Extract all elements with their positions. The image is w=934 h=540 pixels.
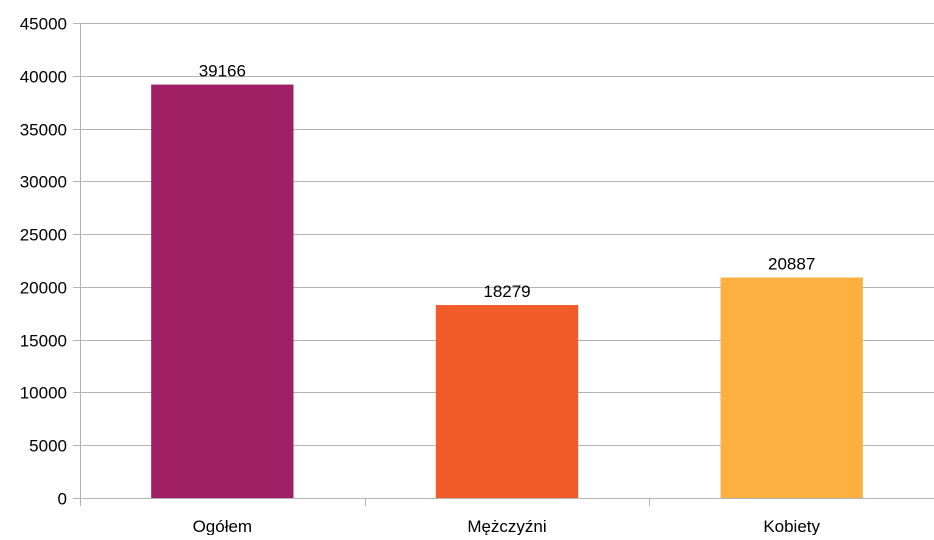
y-tick-label: 30000	[20, 173, 67, 192]
y-axis-tick-labels: 0 5000 10000 15000 20000 25000 30000 35000 40000…	[20, 15, 67, 509]
bar	[435, 305, 579, 498]
y-tick-label: 5000	[29, 437, 67, 456]
bars	[151, 84, 863, 498]
y-tick-label: 0	[58, 490, 67, 509]
data-label: 20887	[768, 255, 815, 274]
y-tick-label: 15000	[20, 332, 67, 351]
y-tick-label: 40000	[20, 68, 67, 87]
x-tick-label: Mężczyźni	[467, 517, 546, 535]
y-tick-label: 20000	[20, 279, 67, 298]
bar	[720, 277, 863, 498]
data-label: 39166	[199, 62, 246, 81]
x-tick-label: Kobiety	[763, 517, 820, 535]
axes	[73, 23, 650, 506]
y-tick-label: 25000	[20, 226, 67, 245]
y-tick-label: 35000	[20, 121, 67, 140]
bar	[151, 84, 294, 498]
y-tick-label: 45000	[20, 15, 67, 34]
data-labels: 39166 18279 20887	[199, 62, 816, 301]
data-label: 18279	[483, 282, 530, 301]
y-tick-label: 10000	[20, 384, 67, 403]
x-tick-label: Ogółem	[193, 517, 253, 535]
x-axis-tick-labels: Ogółem Mężczyźni Kobiety	[193, 517, 821, 536]
